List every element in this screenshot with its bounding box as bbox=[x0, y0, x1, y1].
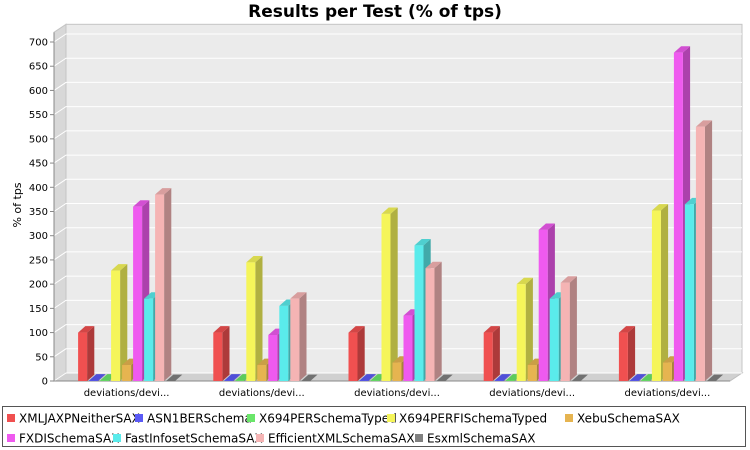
x-tick-label: deviations/devi... bbox=[625, 388, 711, 399]
y-tick-label: 0 bbox=[42, 377, 48, 388]
bar bbox=[301, 374, 318, 382]
gridline bbox=[53, 81, 742, 91]
legend-item: XebuSchemaSAX bbox=[565, 411, 680, 426]
legend-label: FastInfosetSchemaSAX bbox=[125, 431, 263, 446]
bar bbox=[89, 374, 106, 382]
y-tick-label: 250 bbox=[29, 255, 48, 266]
bar bbox=[166, 374, 183, 382]
bar bbox=[359, 374, 376, 382]
legend: XMLJAXPNeitherSAX ASN1BERSchema X694PERSch… bbox=[2, 406, 746, 447]
gridline bbox=[53, 130, 742, 140]
legend-label: XMLJAXPNeitherSAX bbox=[19, 411, 140, 426]
bar bbox=[494, 374, 511, 382]
grid-layer bbox=[52, 23, 744, 382]
bar bbox=[425, 261, 442, 381]
bar bbox=[155, 188, 172, 381]
bar bbox=[78, 326, 95, 381]
bar bbox=[695, 120, 713, 381]
legend-item: FXDISchemaSAX bbox=[7, 431, 119, 446]
y-tick-label: 550 bbox=[29, 110, 48, 121]
bar bbox=[348, 326, 365, 381]
gridline bbox=[53, 299, 742, 309]
left-wall bbox=[53, 23, 67, 382]
legend-item: ASN1BERSchema bbox=[135, 411, 252, 426]
legend-item: EsxmlSchemaSAX bbox=[415, 431, 535, 446]
bar bbox=[706, 374, 724, 382]
legend-label: X694PERSchemaTyped bbox=[259, 411, 397, 426]
bar bbox=[516, 277, 533, 381]
legend-item: X694PERSchemaTyped bbox=[247, 411, 397, 426]
bar bbox=[618, 326, 636, 381]
legend-swatch bbox=[7, 413, 15, 422]
legend-label: ASN1BERSchema bbox=[147, 411, 252, 426]
y-tick-label: 200 bbox=[29, 280, 48, 291]
legend-swatch bbox=[415, 433, 423, 442]
bar bbox=[381, 207, 398, 381]
bar bbox=[224, 374, 241, 382]
gridline bbox=[53, 348, 742, 358]
y-tick-label: 100 bbox=[29, 328, 48, 339]
y-tick-label: 500 bbox=[29, 134, 48, 145]
bar bbox=[290, 292, 307, 381]
legend-swatch bbox=[113, 433, 121, 442]
legend-label: FXDISchemaSAX bbox=[19, 431, 120, 446]
gridline bbox=[53, 57, 742, 67]
legend-swatch bbox=[256, 433, 264, 442]
y-tick-label: 400 bbox=[29, 183, 48, 194]
gridline bbox=[53, 372, 742, 382]
y-tick-label: 450 bbox=[29, 159, 48, 170]
gridline bbox=[53, 33, 742, 43]
y-tick-label: 150 bbox=[29, 304, 48, 315]
legend-label: X694PERFISchemaTyped bbox=[399, 411, 548, 426]
bar bbox=[436, 374, 453, 382]
gridline bbox=[53, 154, 742, 164]
x-tick-label: deviations/devi... bbox=[354, 388, 440, 399]
legend-swatch bbox=[565, 413, 573, 422]
legend-item: XMLJAXPNeitherSAX bbox=[7, 411, 140, 426]
gridline bbox=[53, 227, 742, 237]
y-tick-label: 650 bbox=[29, 62, 48, 73]
bar bbox=[629, 374, 647, 382]
bar bbox=[111, 264, 128, 381]
y-tick-label: 700 bbox=[29, 38, 48, 49]
y-tick-label: 50 bbox=[35, 352, 48, 363]
legend-swatch bbox=[7, 433, 15, 442]
bar bbox=[213, 326, 230, 381]
legend-label: EfficientXMLSchemaSAX bbox=[268, 431, 415, 446]
y-tick-label: 300 bbox=[29, 231, 48, 242]
gridline bbox=[53, 324, 742, 333]
legend-item: FastInfosetSchemaSAX bbox=[113, 431, 263, 446]
legend-swatch bbox=[135, 413, 143, 422]
bar bbox=[651, 204, 669, 381]
y-tick-label: 600 bbox=[29, 86, 48, 97]
legend-swatch bbox=[387, 413, 395, 422]
legend-item: X694PERFISchemaTyped bbox=[387, 411, 547, 426]
y-axis-label: % of tps bbox=[11, 182, 24, 227]
gridline bbox=[53, 203, 742, 212]
legend-label: XebuSchemaSAX bbox=[577, 411, 680, 426]
x-tick-label: deviations/devi... bbox=[84, 388, 170, 399]
legend-swatch bbox=[247, 413, 255, 422]
chart-title: Results per Test (% of tps) bbox=[248, 2, 502, 22]
gridline bbox=[53, 251, 742, 261]
x-tick-label: deviations/devi... bbox=[489, 388, 575, 399]
legend-item: EfficientXMLSchemaSAX bbox=[256, 431, 415, 446]
gridline bbox=[53, 275, 742, 285]
bar bbox=[246, 255, 263, 381]
gridline bbox=[53, 106, 742, 116]
bar bbox=[560, 276, 577, 381]
bar-chart: 0 50 100 150 200 250 300 350 400 450 500 550 600 650 7… bbox=[11, 23, 744, 399]
x-tick-label: deviations/devi... bbox=[219, 388, 305, 399]
legend-label: EsxmlSchemaSAX bbox=[427, 431, 536, 446]
bars-layer bbox=[78, 46, 724, 382]
bar bbox=[571, 374, 588, 382]
gridline bbox=[53, 178, 742, 188]
bar bbox=[483, 326, 500, 381]
y-tick-label: 350 bbox=[29, 207, 48, 218]
